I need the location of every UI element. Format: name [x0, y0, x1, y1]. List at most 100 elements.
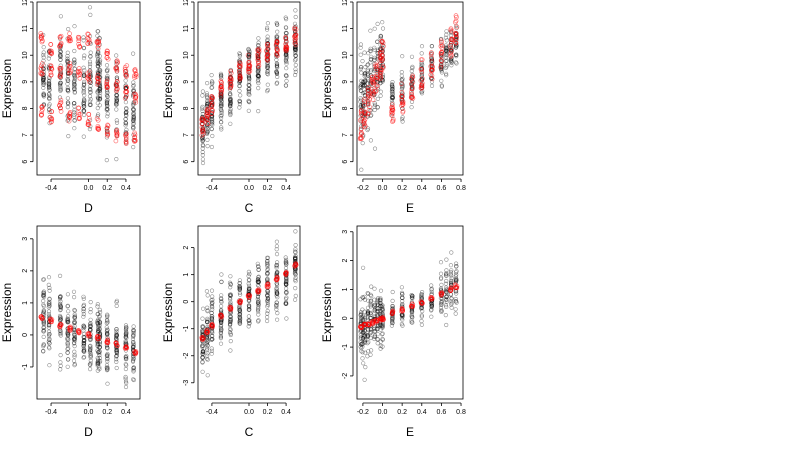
observed-point [97, 342, 103, 347]
observed-point [87, 99, 93, 104]
fitted-point [66, 67, 72, 73]
observed-point [47, 93, 52, 98]
x-tick-label: 0.6 [437, 409, 447, 416]
fitted-point [209, 324, 214, 330]
observed-point [265, 65, 270, 70]
observed-point [219, 99, 224, 104]
observed-point [449, 273, 454, 278]
observed-point [362, 71, 367, 76]
observed-point [255, 300, 261, 305]
observed-point [453, 296, 458, 302]
observed-point [97, 310, 103, 315]
observed-point [255, 78, 261, 84]
observed-point [88, 323, 93, 328]
observed-point [131, 330, 136, 336]
observed-point [365, 311, 370, 316]
observed-point [124, 363, 129, 368]
observed-point [218, 97, 223, 102]
observed-point [200, 142, 205, 148]
observed-point [46, 79, 52, 84]
observed-point [87, 349, 92, 355]
observed-point [359, 342, 364, 347]
observed-point [228, 314, 233, 319]
observed-point [362, 297, 368, 302]
observed-point [88, 348, 93, 353]
observed-point [359, 70, 364, 75]
observed-point [429, 287, 434, 292]
fitted-point [361, 97, 367, 102]
observed-point [274, 69, 279, 75]
fitted-point [228, 305, 234, 311]
observed-point [72, 332, 77, 337]
observed-point [399, 304, 405, 309]
fitted-point [373, 88, 379, 93]
observed-point [274, 302, 279, 308]
observed-point [439, 84, 445, 89]
observed-point [96, 82, 101, 88]
fitted-point [448, 54, 454, 59]
observed-point [227, 330, 233, 335]
observed-point [97, 327, 102, 332]
observed-point [274, 34, 279, 39]
observed-point [97, 345, 102, 350]
fitted-point [105, 122, 110, 128]
observed-point [283, 260, 288, 266]
observed-point [362, 314, 368, 319]
observed-point [46, 303, 52, 308]
observed-point [57, 317, 63, 322]
observed-point [97, 349, 102, 354]
observed-point [439, 296, 445, 301]
observed-point [95, 60, 100, 65]
observed-point [375, 337, 380, 342]
fitted-point [57, 67, 63, 73]
fitted-point [86, 74, 92, 80]
observed-point [114, 93, 119, 98]
observed-point [104, 345, 110, 350]
observed-point [454, 43, 459, 48]
observed-point [81, 338, 87, 343]
fitted-point [452, 30, 458, 36]
observed-point [58, 294, 63, 299]
observed-point [228, 319, 233, 325]
observed-point [95, 360, 100, 365]
observed-point [419, 305, 424, 310]
observed-point [209, 351, 214, 356]
observed-point [219, 293, 224, 298]
observed-point [104, 314, 110, 320]
fitted-point [123, 344, 129, 350]
observed-point [265, 266, 271, 272]
observed-point [81, 324, 87, 329]
observed-point [201, 349, 206, 354]
observed-point [365, 315, 370, 320]
observed-point [87, 344, 93, 349]
observed-point [293, 229, 298, 234]
observed-point [444, 49, 449, 54]
observed-point [256, 77, 261, 82]
observed-point [454, 300, 459, 305]
observed-point [275, 317, 280, 322]
observed-point [205, 353, 210, 358]
observed-point [72, 349, 77, 354]
observed-point [265, 65, 271, 71]
observed-point [200, 108, 205, 114]
observed-point [97, 360, 102, 365]
observed-point [218, 101, 223, 106]
observed-point [360, 79, 365, 85]
observed-point [228, 295, 233, 301]
observed-point [363, 71, 368, 76]
observed-point [123, 366, 128, 372]
observed-point [114, 334, 119, 339]
observed-point [72, 104, 77, 109]
observed-point [265, 298, 270, 303]
fitted-point [389, 102, 395, 108]
observed-point [237, 308, 243, 314]
observed-point [57, 82, 63, 87]
fitted-point [67, 31, 72, 36]
observed-point [275, 74, 280, 79]
observed-point [409, 315, 415, 320]
observed-point [378, 323, 383, 328]
observed-point [265, 65, 270, 70]
observed-point [65, 104, 70, 110]
